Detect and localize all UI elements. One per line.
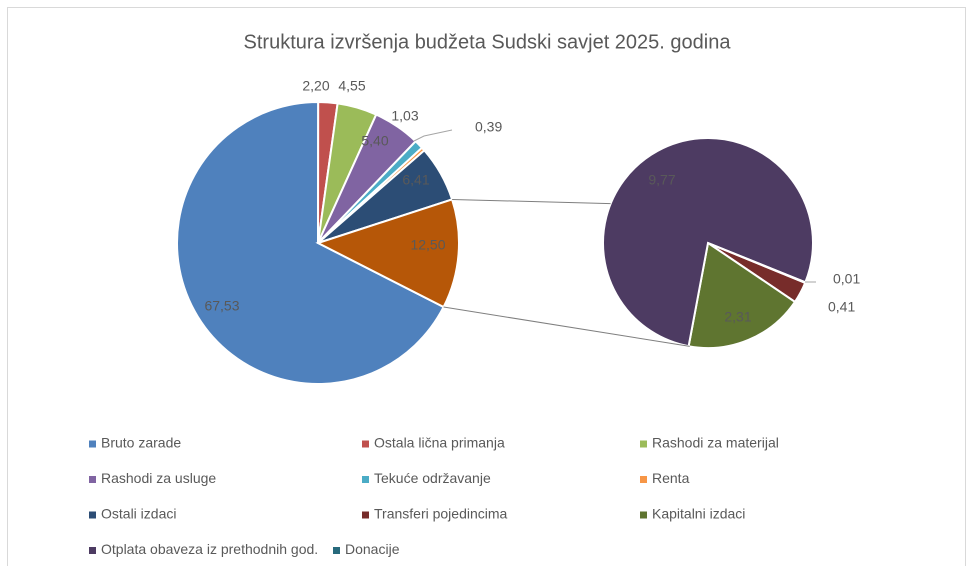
data-label: 4,55	[338, 78, 365, 94]
connector-line	[452, 198, 611, 205]
data-label: 12,50	[410, 237, 445, 253]
chart-title: Struktura izvršenja budžeta Sudski savje…	[244, 31, 732, 53]
legend-label: Rashodi za usluge	[101, 470, 216, 486]
leader-line	[413, 129, 453, 142]
data-label: 1,03	[391, 108, 418, 124]
legend-label: Otplata obaveza iz prethodnih god.	[101, 541, 318, 557]
legend-marker	[640, 440, 647, 448]
legend-label: Kapitalni izdaci	[652, 506, 745, 522]
data-label: 2,20	[302, 78, 329, 94]
legend-marker	[362, 511, 369, 519]
legend-marker	[89, 511, 96, 519]
legend-label: Renta	[652, 470, 690, 486]
connector-line	[443, 306, 690, 347]
legend-label: Ostala lična primanja	[374, 435, 505, 451]
legend-marker	[89, 476, 96, 483]
pie-slice-other	[315, 198, 460, 309]
data-label: 6,41	[402, 172, 429, 188]
pie-slice	[176, 100, 445, 385]
data-label: 0,41	[828, 299, 855, 315]
legend-marker	[640, 476, 647, 483]
legend-marker	[89, 440, 96, 448]
data-label: 9,77	[648, 172, 675, 188]
data-label: 0,01	[833, 271, 860, 287]
data-label: 67,53	[204, 298, 239, 314]
data-label: 5,40	[361, 133, 388, 149]
legend-marker	[89, 547, 96, 554]
pie-slice	[687, 241, 797, 349]
legend-label: Tekuće održavanje	[374, 470, 491, 486]
legend-marker	[640, 511, 647, 519]
legend-label: Rashodi za materijal	[652, 435, 779, 451]
pie-slice	[602, 137, 814, 348]
legend-label: Donacije	[345, 541, 400, 557]
legend-label: Transferi pojedincima	[374, 506, 508, 522]
data-label: 2,31	[724, 309, 751, 325]
legend-label: Ostali izdaci	[101, 506, 176, 522]
legend-marker	[333, 547, 340, 554]
legend-label: Bruto zarade	[101, 435, 181, 451]
data-label: 0,39	[475, 119, 502, 135]
chart-frame	[7, 7, 966, 571]
legend-marker	[362, 440, 369, 448]
legend-marker	[362, 476, 369, 483]
